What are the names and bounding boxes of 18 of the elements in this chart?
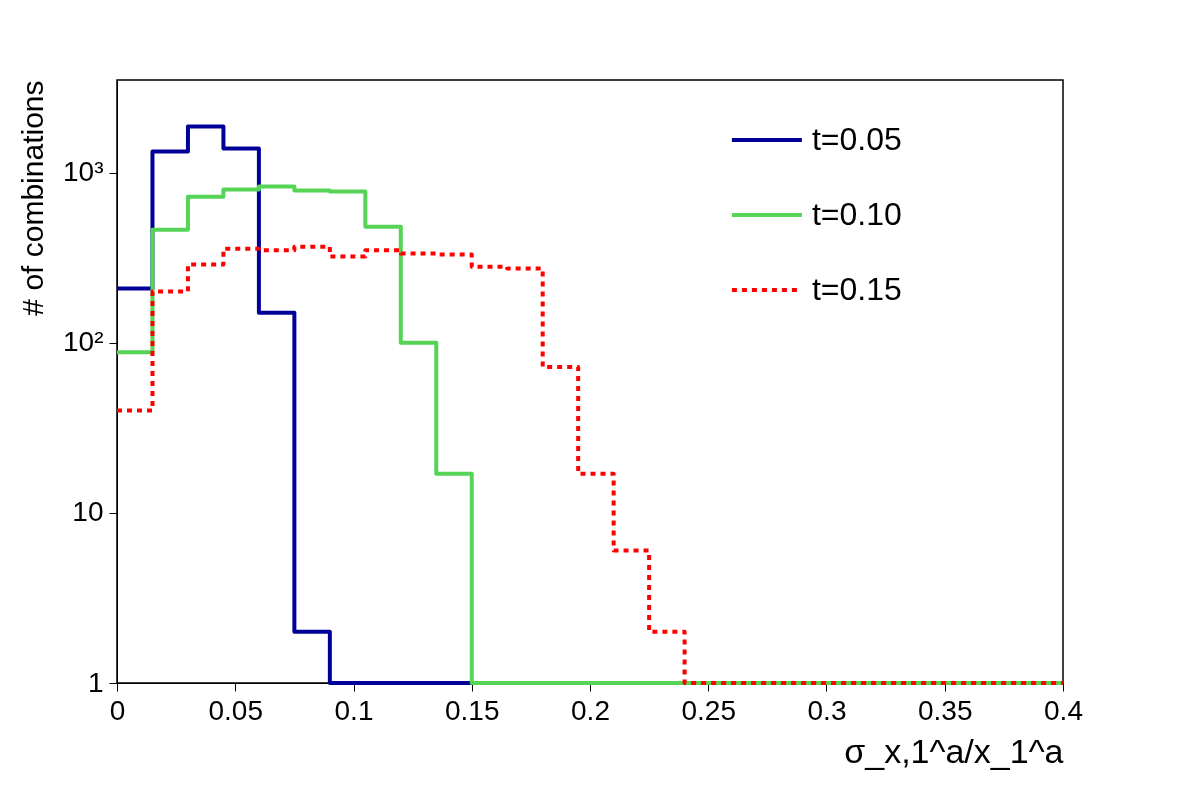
y-tick-label: 10³ (63, 156, 104, 188)
legend-label: t=0.10 (811, 196, 902, 232)
x-tick-label: 0 (109, 694, 126, 726)
y-tick-label: 1 (87, 666, 104, 698)
x-tick-label: 0.1 (334, 694, 374, 726)
x-tick-label: 0.4 (1044, 694, 1083, 726)
y-axis-title: # of combinations (16, 80, 50, 316)
x-tick-label: 0.25 (681, 694, 736, 726)
y-tick-label: 10² (63, 326, 104, 358)
legend-label: t=0.15 (811, 271, 902, 307)
legend-label: t=0.05 (811, 121, 902, 157)
x-tick-label: 0.15 (445, 694, 500, 726)
y-tick-label: 10 (72, 496, 104, 528)
x-tick-label: 0.05 (208, 694, 263, 726)
x-tick-label: 0.35 (918, 694, 973, 726)
x-tick-label: 0.2 (571, 694, 610, 726)
x-tick-label: 0.3 (807, 694, 847, 726)
x-axis-title: σ_x,1^a/x_1^a (844, 731, 1064, 770)
